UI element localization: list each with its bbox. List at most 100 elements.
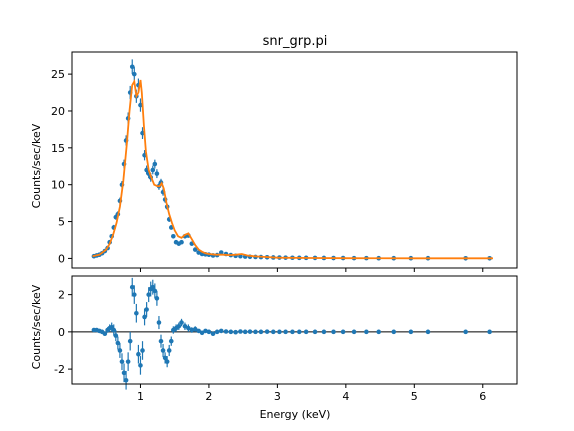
data-point: [127, 338, 133, 344]
data-point: [408, 329, 414, 335]
x-tick-label: 6: [479, 390, 486, 403]
y-tick-label: 25: [51, 68, 65, 81]
data-point: [340, 329, 346, 335]
data-point: [223, 329, 229, 334]
data-point: [111, 327, 117, 333]
data-point: [123, 377, 129, 383]
data-point: [102, 331, 108, 337]
data-point: [277, 329, 282, 335]
data-point: [150, 284, 156, 290]
data-point: [162, 355, 168, 361]
data-point: [331, 329, 336, 335]
y-tick-label: 0: [58, 326, 65, 339]
data-point: [138, 363, 143, 368]
data-point: [196, 328, 201, 334]
residual-panel: -2 0 2 1 2 3 4 5 6: [54, 275, 518, 403]
data-point: [121, 370, 127, 376]
data-point: [134, 310, 139, 316]
data-point: [425, 329, 431, 335]
data-point: [487, 329, 492, 335]
data-point: [391, 329, 397, 335]
data-point: [210, 331, 216, 337]
data-point: [296, 329, 302, 335]
x-tick-label: 1: [137, 390, 144, 403]
data-point: [142, 314, 147, 320]
bottom-y-axis-label: Counts/sec/keV: [30, 284, 43, 369]
data-point: [364, 329, 369, 335]
data-point: [138, 102, 143, 108]
data-point: [179, 320, 184, 325]
data-point: [283, 329, 288, 335]
data-point: [238, 329, 243, 334]
x-tick-label: 3: [274, 390, 281, 403]
data-point: [233, 329, 238, 335]
data-point: [156, 320, 162, 325]
data-point: [132, 292, 137, 297]
y-tick-label: 20: [51, 105, 65, 118]
data-point: [192, 326, 198, 332]
x-tick-label: 2: [205, 390, 212, 403]
data-point: [312, 329, 318, 335]
data-point: [150, 167, 156, 173]
data-point: [125, 359, 131, 364]
y-tick-label: 2: [58, 289, 65, 302]
data-point: [253, 329, 258, 335]
data-point: [258, 329, 264, 335]
data-point: [351, 329, 357, 335]
data-point: [113, 333, 119, 338]
data-point: [192, 247, 198, 252]
top-y-axis-label: Counts/sec/keV: [30, 123, 43, 208]
data-point: [179, 239, 184, 245]
y-tick-label: 0: [58, 252, 65, 265]
data-point: [199, 330, 205, 336]
data-point: [140, 348, 145, 353]
data-point: [136, 351, 141, 357]
data-point: [168, 338, 174, 344]
spectrum-panel: 0 5 10 15 20 25: [51, 51, 518, 272]
data-point: [186, 325, 191, 331]
y-tick-label: 10: [51, 179, 65, 192]
data-point: [171, 234, 176, 239]
y-tick-label: -2: [54, 363, 65, 376]
x-tick-label: 4: [342, 390, 349, 403]
y-tick-label: 15: [51, 142, 65, 155]
data-point: [152, 161, 158, 167]
data-point: [321, 329, 327, 335]
data-point: [129, 284, 135, 290]
plot-frame: [71, 275, 518, 385]
x-axis-label: Energy (keV): [260, 408, 331, 421]
data-point: [247, 329, 253, 334]
data-point: [264, 329, 270, 334]
data-point: [117, 348, 123, 353]
data-point: [144, 307, 149, 312]
data-point: [228, 329, 234, 335]
data-point: [154, 171, 160, 176]
x-tick-label: 5: [411, 390, 418, 403]
data-point: [376, 329, 382, 335]
data-point: [152, 288, 158, 294]
data-point: [303, 329, 309, 335]
data-point: [115, 340, 121, 346]
data-point: [218, 250, 224, 255]
data-point: [270, 329, 276, 335]
data-point: [119, 359, 125, 364]
data-point: [164, 359, 170, 364]
data-point: [132, 71, 137, 77]
y-tick-label: 5: [58, 216, 65, 229]
model-line: [92, 78, 493, 260]
plot-frame: [71, 51, 518, 269]
data-point: [146, 292, 151, 297]
chart-title: snr_grp.pi: [263, 34, 328, 49]
data-point: [463, 329, 468, 335]
data-point: [242, 329, 248, 335]
data-point: [129, 64, 135, 70]
data-point: [158, 338, 164, 344]
data-point: [290, 329, 295, 335]
data-point: [206, 329, 212, 335]
data-point: [182, 323, 188, 329]
data-point: [154, 296, 160, 301]
data-point: [166, 348, 172, 353]
data-point: [214, 329, 220, 335]
data-point: [160, 348, 166, 353]
